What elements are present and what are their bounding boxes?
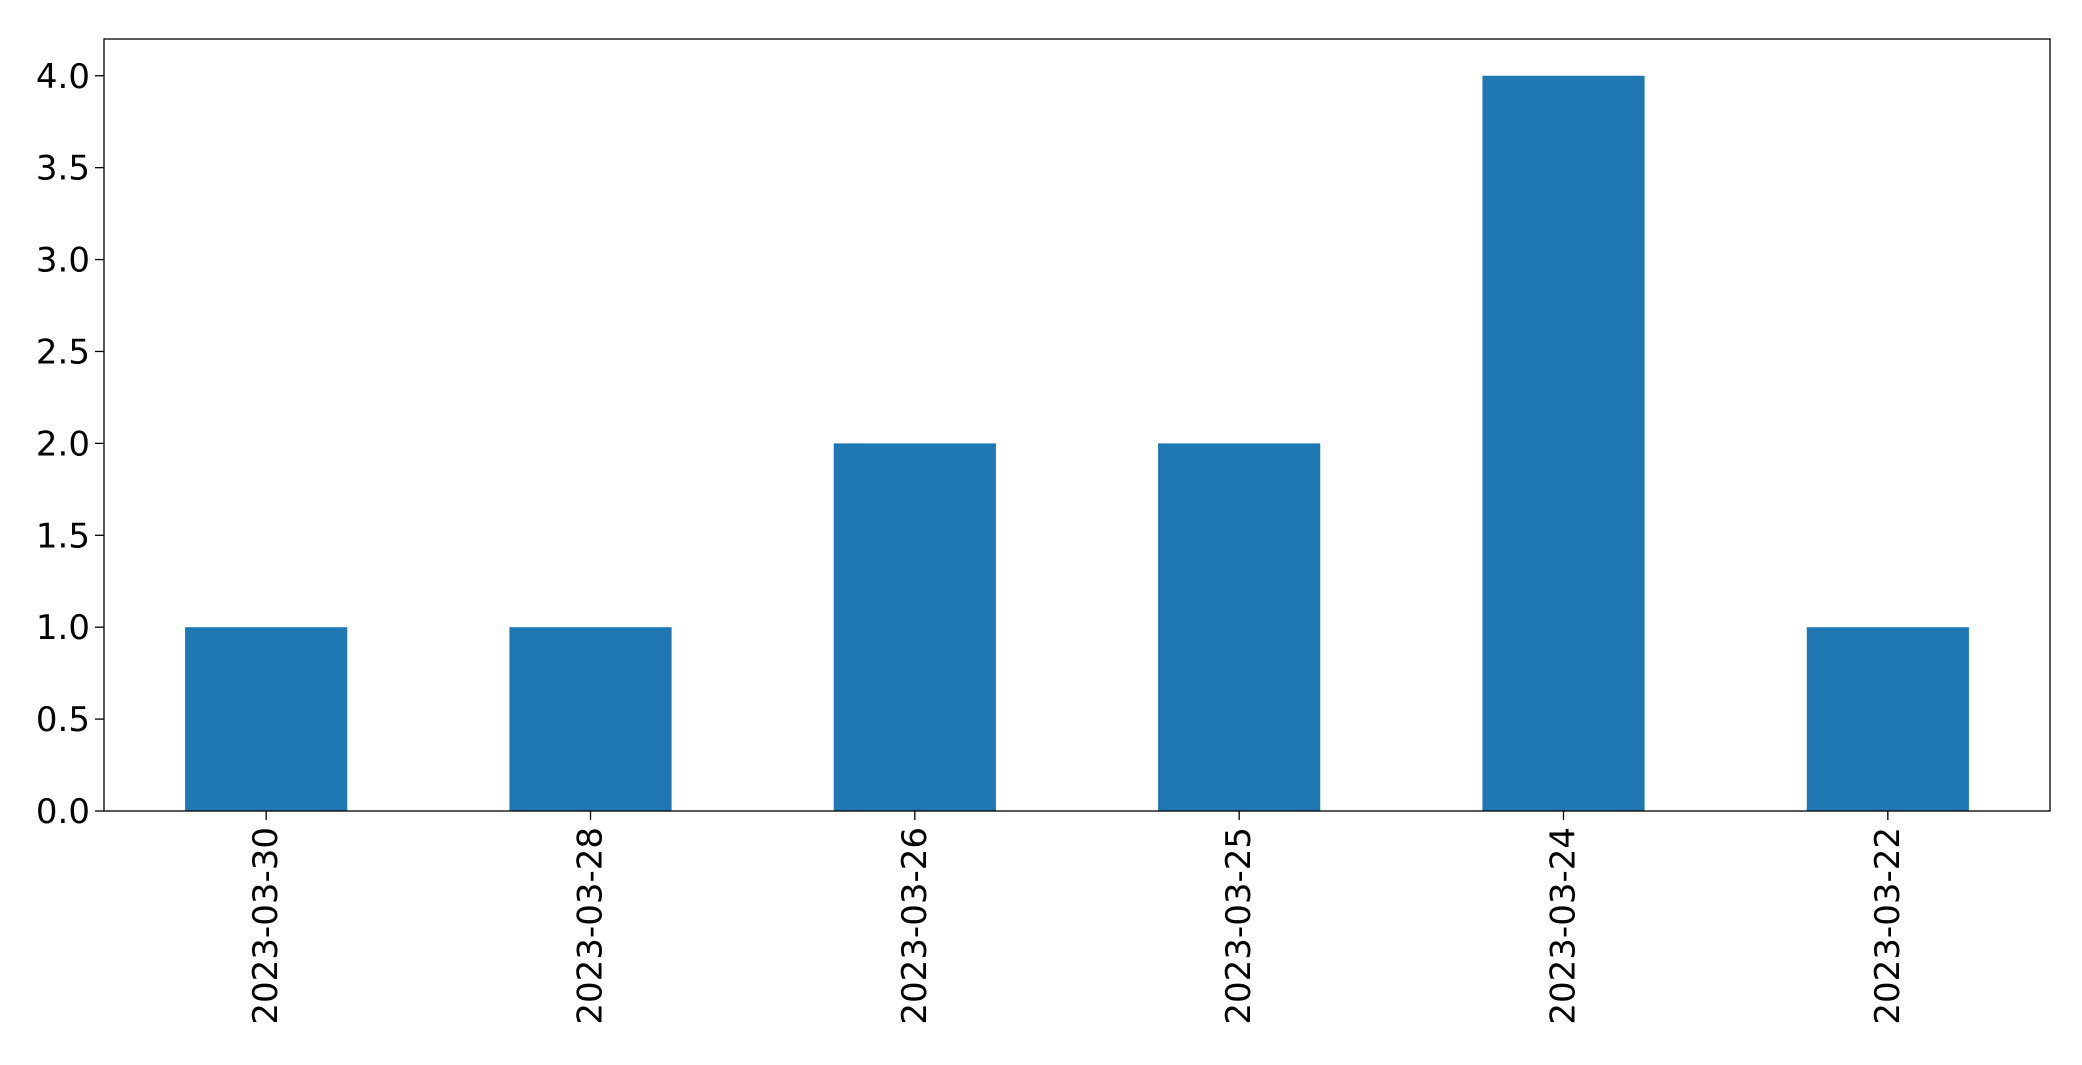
y-tick-label: 1.5 <box>36 516 90 556</box>
bar-2023-03-25 <box>1158 443 1321 811</box>
y-tick-label: 1.0 <box>36 608 90 648</box>
y-tick-label: 2.0 <box>36 424 90 464</box>
bar-2023-03-24 <box>1482 75 1645 811</box>
y-tick-label: 0.0 <box>36 792 90 832</box>
x-tick-label: 2023-03-25 <box>1219 827 1259 1025</box>
bar-2023-03-26 <box>833 443 996 811</box>
x-tick-label: 2023-03-28 <box>571 827 611 1025</box>
plot-frame <box>103 38 2051 812</box>
y-tick-label: 3.5 <box>36 149 90 189</box>
bar-2023-03-30 <box>185 627 348 811</box>
x-tick-label: 2023-03-22 <box>1868 827 1908 1025</box>
y-tick-label: 4.0 <box>36 57 90 97</box>
y-axis: 0.0 0.5 1.0 1.5 2.0 2.5 3.0 3.5 4.0 <box>36 57 104 832</box>
y-tick-label: 0.5 <box>36 700 90 740</box>
bars-layer <box>185 75 1969 811</box>
x-tick-label: 2023-03-24 <box>1544 827 1584 1025</box>
y-tick-label: 3.0 <box>36 241 90 281</box>
x-axis: 2023-03-30 2023-03-28 2023-03-26 2023-03-25… <box>246 811 1908 1025</box>
bar-2023-03-22 <box>1806 627 1969 811</box>
x-tick-label: 2023-03-26 <box>895 827 935 1025</box>
x-tick-label: 2023-03-30 <box>246 827 286 1025</box>
y-tick-label: 2.5 <box>36 332 90 372</box>
bar-2023-03-28 <box>509 627 672 811</box>
